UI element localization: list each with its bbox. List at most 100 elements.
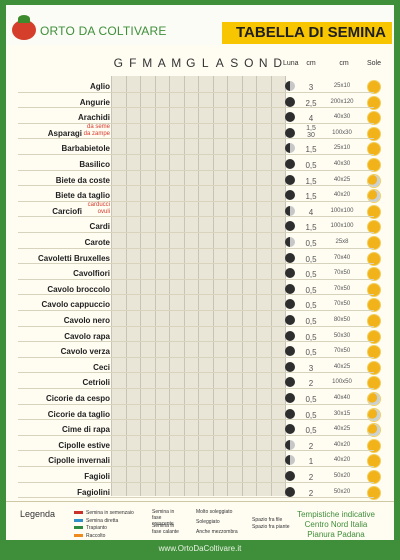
table-row: Cardi 1,5 100x100 bbox=[0, 216, 400, 238]
month-gridline bbox=[169, 76, 170, 496]
sun-exposure-icon bbox=[368, 377, 380, 390]
row-separator bbox=[18, 341, 374, 343]
plant-spacing: 70x50 bbox=[333, 270, 351, 277]
table-row: Fagiolini 2 50x20 bbox=[0, 482, 400, 504]
sowing-depth: 1 bbox=[308, 457, 314, 467]
crop-name: Asparagi bbox=[47, 128, 82, 138]
plant-spacing: 40x40 bbox=[333, 395, 351, 401]
crop-name: Barbabietole bbox=[61, 144, 110, 154]
legend-label: Semina in semenzaio bbox=[86, 510, 134, 516]
plant-spacing: 40x25 bbox=[333, 426, 351, 433]
crop-name: Cicorie da cespo bbox=[45, 394, 110, 403]
row-separator bbox=[18, 310, 374, 311]
sowing-depth: 3 bbox=[308, 83, 314, 92]
legend-swatch bbox=[74, 526, 83, 529]
sun-exposure-icon bbox=[368, 455, 380, 468]
plant-spacing: 40x30 bbox=[333, 114, 351, 121]
footer-url[interactable]: www.OrtoDaColtivare.it bbox=[158, 544, 242, 553]
crop-name: Cetrioli bbox=[82, 378, 110, 388]
timing-note-line: Centro Nord Italia bbox=[304, 520, 368, 529]
legend-sun-label: Soleggiato bbox=[196, 519, 220, 525]
row-separator bbox=[18, 403, 374, 405]
sowing-depth: 1,5 30 bbox=[306, 124, 316, 139]
moon-phase-icon bbox=[285, 299, 295, 310]
crop-name: Biete da coste bbox=[55, 175, 110, 185]
month-header: A bbox=[215, 56, 224, 70]
row-separator bbox=[18, 481, 374, 483]
column-header-moon: Luna bbox=[283, 60, 299, 67]
sun-exposure-icon bbox=[368, 330, 380, 343]
row-separator bbox=[18, 497, 374, 499]
moon-phase-icon bbox=[285, 455, 295, 466]
crop-name: Cavolo verza bbox=[60, 347, 110, 357]
crop-note: da seme da zampe bbox=[83, 123, 110, 137]
moon-phase-icon bbox=[285, 159, 295, 169]
sun-exposure-icon bbox=[368, 159, 380, 171]
month-header: F bbox=[129, 56, 137, 70]
sowing-depth: 1,5 bbox=[305, 145, 317, 155]
plant-spacing: 70x50 bbox=[333, 301, 351, 308]
moon-phase-icon bbox=[285, 143, 295, 154]
sowing-depth: 0,5 bbox=[305, 317, 317, 326]
legend-moon-label: Semina in fase calante bbox=[152, 523, 179, 535]
plant-spacing: 25x10 bbox=[333, 145, 351, 152]
sun-exposure-icon bbox=[368, 268, 380, 281]
sun-exposure-icon bbox=[368, 299, 380, 312]
row-separator bbox=[18, 169, 374, 171]
moon-phase-icon bbox=[285, 127, 295, 138]
title-banner bbox=[222, 22, 392, 44]
sowing-depth: 0,5 bbox=[305, 348, 317, 358]
plant-spacing: 100x100 bbox=[330, 207, 354, 214]
sun-exposure-icon bbox=[368, 112, 380, 125]
plant-spacing: 70x40 bbox=[333, 254, 351, 261]
legend-sun-label: Anche mezzombra bbox=[196, 529, 238, 535]
legend-swatch bbox=[74, 518, 83, 522]
brand-name: ORTO DA COLTIVARE bbox=[40, 24, 167, 38]
sowing-depth: 0,5 bbox=[305, 410, 317, 420]
moon-phase-icon bbox=[285, 237, 295, 247]
month-header: M bbox=[142, 56, 153, 70]
moon-phase-icon bbox=[285, 346, 295, 357]
sowing-depth: 2 bbox=[308, 379, 314, 389]
month-gridline bbox=[183, 76, 185, 496]
sowing-depth: 0,5 bbox=[305, 161, 317, 170]
timing-note-line: Tempistiche indicative bbox=[297, 510, 375, 519]
sowing-depth: 1,5 bbox=[305, 176, 317, 186]
moon-phase-icon bbox=[285, 439, 295, 450]
legend-moon-label: Semina in fase crescente bbox=[152, 509, 175, 527]
sun-exposure-icon bbox=[368, 127, 380, 140]
month-gridline bbox=[125, 76, 127, 496]
legend-spacing-label: Spazio fra file bbox=[252, 517, 283, 523]
month-header: O bbox=[244, 56, 254, 70]
table-row: Cavolo cappuccio 0,5 70x50 bbox=[0, 294, 400, 316]
month-header: N bbox=[258, 56, 268, 70]
moon-phase-icon bbox=[285, 377, 295, 388]
moon-phase-icon bbox=[285, 221, 295, 232]
crop-name: Fagiolini bbox=[77, 487, 110, 497]
crop-name: Cicorie da taglio bbox=[47, 409, 110, 419]
table-row: Cavolo rapa 0,5 50x30 bbox=[0, 326, 400, 348]
table-row: Biete da coste 1,5 40x25 bbox=[0, 170, 400, 192]
sun-exposure-icon bbox=[368, 471, 380, 483]
sun-exposure-icon bbox=[368, 424, 380, 437]
sowing-depth: 2 bbox=[308, 441, 314, 451]
timing-note-line: Pianura Padana bbox=[307, 530, 365, 539]
crop-name: Carote bbox=[84, 238, 110, 247]
plant-spacing: 70x50 bbox=[333, 285, 351, 292]
row-separator bbox=[18, 466, 374, 467]
sowing-depth: 0,5 bbox=[305, 285, 317, 295]
sowing-depth: 2,5 bbox=[305, 98, 317, 108]
column-header-depth: cm bbox=[306, 60, 316, 67]
sun-exposure-icon bbox=[368, 252, 380, 265]
plant-spacing: 50x20 bbox=[333, 488, 351, 495]
plant-spacing: 30x15 bbox=[333, 410, 351, 417]
sowing-depth: 4 bbox=[308, 114, 314, 124]
plant-spacing: 40x25 bbox=[333, 176, 351, 183]
crop-name: Cavolo broccolo bbox=[47, 284, 110, 294]
row-separator bbox=[18, 278, 374, 280]
plant-spacing: 40x25 bbox=[333, 363, 351, 370]
month-header: M bbox=[171, 56, 182, 70]
plant-spacing: 50x30 bbox=[333, 332, 351, 339]
crop-name: Cavolo rapa bbox=[64, 331, 110, 341]
month-header: D bbox=[273, 56, 283, 70]
